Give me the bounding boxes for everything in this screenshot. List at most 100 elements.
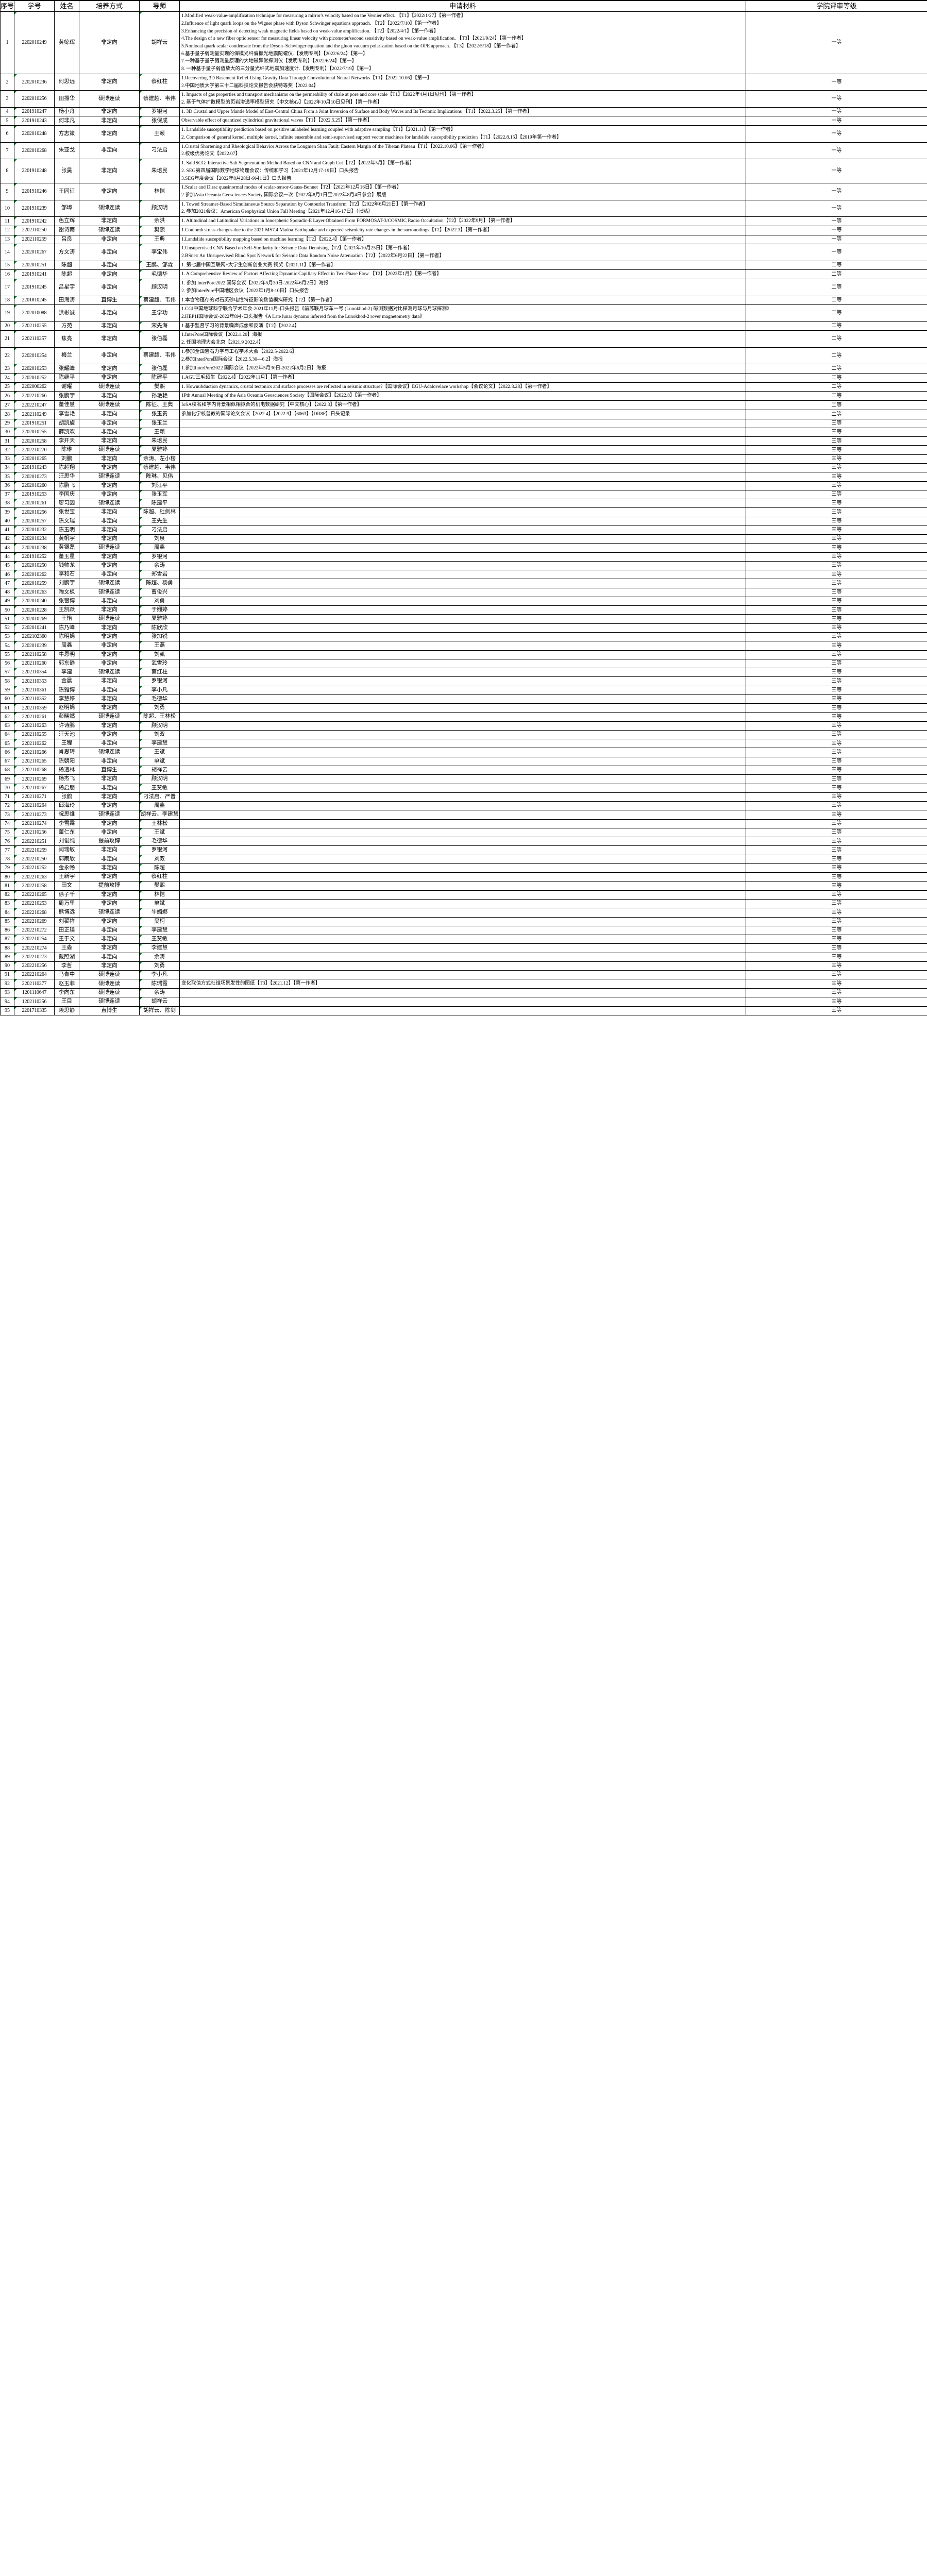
cell-review-grade[interactable]: 二等 <box>746 347 927 365</box>
cell-no[interactable]: 57 <box>0 668 14 677</box>
cell-review-grade[interactable]: 三等 <box>746 623 927 633</box>
table-row[interactable]: 19 2202010088 洪彬诚 非定向 王学功 1.CGI中国地球科学联合学术年会-2… <box>0 304 927 322</box>
cell-advisor[interactable]: 顾汉明 <box>139 199 180 217</box>
cell-student-id[interactable]: 2202110273 <box>14 810 55 820</box>
cell-no[interactable]: 92 <box>0 979 14 989</box>
cell-training-mode[interactable]: 硕博连读 <box>79 979 140 989</box>
cell-application-material[interactable] <box>179 445 746 455</box>
cell-training-mode[interactable]: 硕博连读 <box>79 499 140 509</box>
cell-advisor[interactable]: 陈建平 <box>139 499 180 509</box>
cell-name[interactable]: 许诗鹏 <box>54 721 79 731</box>
cell-name[interactable]: 张银博 <box>54 596 79 606</box>
cell-advisor[interactable]: 王赞敏 <box>139 935 180 944</box>
cell-no[interactable]: 36 <box>0 481 14 490</box>
cell-student-id[interactable]: 2202010254 <box>14 347 55 365</box>
cell-review-grade[interactable]: 二等 <box>746 295 927 306</box>
cell-review-grade[interactable]: 三等 <box>746 970 927 980</box>
table-row[interactable]: 67 2202110265 陈朝阳 非定向 单斌 三等 <box>0 756 927 767</box>
cell-name[interactable]: 金晨 <box>54 676 79 686</box>
table-row[interactable]: 6 2202010248 方志策 非定向 王颖 1. Landslide suscepti… <box>0 125 927 143</box>
table-row[interactable]: 38 2202010261 廖习因 硕博连读 陈建平 三等 <box>0 499 927 509</box>
cell-no[interactable]: 1 <box>0 11 14 74</box>
cell-no[interactable]: 39 <box>0 507 14 517</box>
cell-no[interactable]: 19 <box>0 304 14 322</box>
cell-student-id[interactable]: 2202010273 <box>14 472 55 482</box>
cell-training-mode[interactable]: 非定向 <box>79 436 140 446</box>
cell-training-mode[interactable]: 非定向 <box>79 596 140 606</box>
cell-no[interactable]: 91 <box>0 970 14 980</box>
cell-advisor[interactable]: 樊熙 <box>139 881 180 891</box>
table-row[interactable]: 77 2202210259 闫瑞敏 非定向 罗银河 三等 <box>0 845 927 855</box>
cell-review-grade[interactable]: 二等 <box>746 382 927 392</box>
table-row[interactable]: 24 2202010252 陈继平 非定向 陈建平 1.AGU三毛硕生【2022.4】【2… <box>0 373 927 383</box>
cell-training-mode[interactable]: 非定向 <box>79 183 140 200</box>
cell-training-mode[interactable]: 非定向 <box>79 854 140 864</box>
cell-training-mode[interactable]: 非定向 <box>79 756 140 767</box>
cell-student-id[interactable]: 2202102360 <box>14 632 55 642</box>
cell-no[interactable]: 70 <box>0 783 14 793</box>
cell-review-grade[interactable]: 三等 <box>746 845 927 855</box>
cell-application-material[interactable] <box>179 756 746 767</box>
cell-application-material[interactable]: 1.Crustal Shortening and Rheological Beh… <box>179 142 746 160</box>
cell-student-id[interactable]: 2201910241 <box>14 269 55 280</box>
cell-application-material[interactable] <box>179 525 746 535</box>
cell-name[interactable]: 吕良 <box>54 234 79 245</box>
cell-student-id[interactable]: 2202110269 <box>14 774 55 784</box>
cell-application-material[interactable] <box>179 970 746 980</box>
cell-training-mode[interactable]: 硕博连读 <box>79 748 140 757</box>
cell-name[interactable]: 汪思华 <box>54 472 79 482</box>
cell-application-material[interactable] <box>179 596 746 606</box>
cell-application-material[interactable] <box>179 1006 746 1015</box>
cell-name[interactable]: 焦亮 <box>54 330 79 348</box>
cell-student-id[interactable]: 2202010256 <box>14 90 55 108</box>
cell-review-grade[interactable]: 三等 <box>746 570 927 580</box>
cell-no[interactable]: 51 <box>0 614 14 624</box>
cell-advisor[interactable]: 王先生 <box>139 516 180 526</box>
table-row[interactable]: 36 2202010260 陈鹏飞 非定向 刘江平 三等 <box>0 481 927 490</box>
cell-advisor[interactable]: 王学功 <box>139 304 180 322</box>
cell-review-grade[interactable]: 三等 <box>746 827 927 838</box>
cell-student-id[interactable]: 2202110259 <box>14 234 55 245</box>
cell-review-grade[interactable]: 二等 <box>746 330 927 348</box>
cell-student-id[interactable]: 2202010252 <box>14 373 55 383</box>
cell-application-material[interactable]: 1.Unsupervised CNN Based on Self-Similar… <box>179 244 746 261</box>
cell-application-material[interactable] <box>179 730 746 740</box>
table-row[interactable]: 90 2202210256 李哲 非定向 刘勇 三等 <box>0 961 927 971</box>
cell-application-material[interactable] <box>179 561 746 571</box>
cell-name[interactable]: 陈雅博 <box>54 685 79 695</box>
cell-name[interactable]: 李开天 <box>54 436 79 446</box>
cell-no[interactable]: 23 <box>0 364 14 374</box>
cell-no[interactable]: 24 <box>0 373 14 383</box>
cell-name[interactable]: 胡凯旋 <box>54 418 79 428</box>
cell-application-material[interactable]: Observable effect of quantized cylindric… <box>179 116 746 126</box>
cell-student-id[interactable]: 2201910245 <box>14 279 55 296</box>
cell-application-material[interactable]: 1.参加全国岩石力学与工程学术大会【2022.5-2022.6】 2.参加Int… <box>179 347 746 365</box>
table-row[interactable]: 28 2202110249 李雪艳 非定向 张玉贵 参加化学校普教的国际论文会议【2022… <box>0 409 927 419</box>
cell-student-id[interactable]: 2202110255 <box>14 321 55 331</box>
cell-advisor[interactable]: 陈征、王典 <box>139 400 180 410</box>
cell-training-mode[interactable]: 硕博连读 <box>79 908 140 918</box>
cell-application-material[interactable]: 1.基于监督学习的背景噪声成像和反演【T2】【2022.4】 <box>179 321 746 331</box>
table-row[interactable]: 35 2202010273 汪思华 硕博连读 陈琳、见伟 三等 <box>0 472 927 482</box>
cell-application-material[interactable] <box>179 783 746 793</box>
table-row[interactable]: 95 2201710335 赖思静 直博生 胡祥云、陈剑 三等 <box>0 1006 927 1015</box>
cell-review-grade[interactable]: 一等 <box>746 107 927 117</box>
cell-advisor[interactable]: 张保成 <box>139 116 180 126</box>
cell-name[interactable]: 董玉星 <box>54 552 79 562</box>
cell-no[interactable]: 94 <box>0 997 14 1007</box>
table-row[interactable]: 74 2202110274 李雪霖 非定向 王林松 三等 <box>0 819 927 828</box>
cell-name[interactable]: 谢曜 <box>54 382 79 392</box>
cell-advisor[interactable]: 张加锐 <box>139 632 180 642</box>
cell-training-mode[interactable]: 硕博连读 <box>79 997 140 1007</box>
cell-review-grade[interactable]: 三等 <box>746 694 927 704</box>
cell-student-id[interactable]: 2202210256 <box>14 961 55 971</box>
cell-application-material[interactable]: 1. Hownubduction dynamics, crustal tecto… <box>179 382 746 392</box>
cell-name[interactable]: 张鹤 <box>54 792 79 802</box>
cell-training-mode[interactable]: 非定向 <box>79 694 140 704</box>
cell-review-grade[interactable]: 三等 <box>746 925 927 936</box>
cell-student-id[interactable]: 2202010268 <box>14 142 55 160</box>
cell-advisor[interactable]: 朱培民 <box>139 436 180 446</box>
cell-training-mode[interactable]: 非定向 <box>79 507 140 517</box>
cell-training-mode[interactable]: 非定向 <box>79 481 140 490</box>
table-row[interactable]: 37 2201910253 李国庆 非定向 张玉军 三等 <box>0 489 927 500</box>
